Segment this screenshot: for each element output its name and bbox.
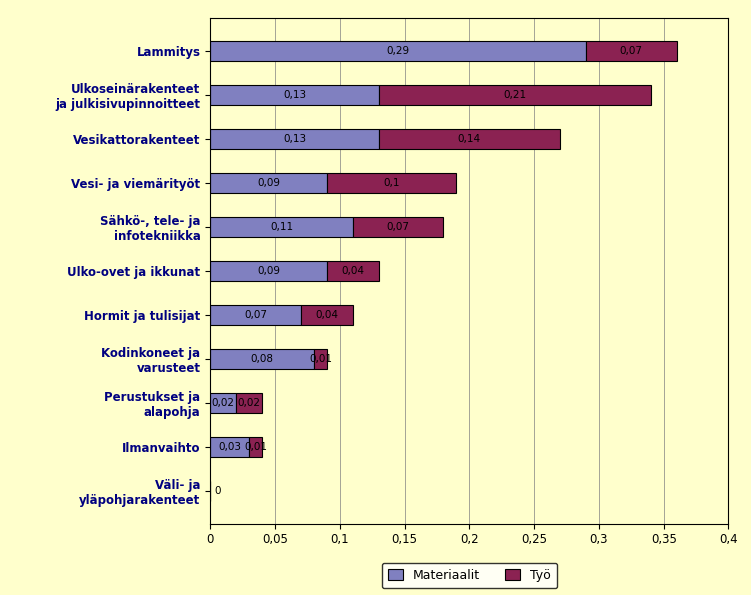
Bar bbox=[210, 305, 301, 325]
Bar bbox=[353, 217, 443, 237]
Bar bbox=[210, 393, 237, 412]
Bar bbox=[249, 437, 262, 456]
Bar bbox=[210, 349, 314, 369]
Text: 0,13: 0,13 bbox=[283, 134, 306, 144]
Bar bbox=[210, 217, 353, 237]
Text: 0,1: 0,1 bbox=[384, 178, 400, 188]
Bar bbox=[210, 129, 379, 149]
Bar bbox=[210, 437, 249, 456]
Text: 0,07: 0,07 bbox=[244, 310, 267, 320]
Bar bbox=[379, 85, 651, 105]
Text: 0,14: 0,14 bbox=[458, 134, 481, 144]
Text: 0,02: 0,02 bbox=[237, 397, 261, 408]
Bar bbox=[586, 41, 677, 61]
Bar bbox=[237, 393, 262, 412]
Bar bbox=[210, 41, 586, 61]
Text: 0,08: 0,08 bbox=[251, 353, 273, 364]
Text: 0,21: 0,21 bbox=[503, 90, 526, 100]
Text: 0: 0 bbox=[214, 486, 221, 496]
Bar bbox=[210, 261, 327, 281]
Text: 0,13: 0,13 bbox=[283, 90, 306, 100]
Bar bbox=[379, 129, 560, 149]
Text: 0,11: 0,11 bbox=[270, 222, 293, 231]
Bar bbox=[210, 173, 327, 193]
Bar bbox=[301, 305, 353, 325]
Bar bbox=[327, 261, 379, 281]
Text: 0,07: 0,07 bbox=[387, 222, 409, 231]
Text: 0,01: 0,01 bbox=[244, 441, 267, 452]
Text: 0,07: 0,07 bbox=[620, 46, 643, 56]
Bar bbox=[327, 173, 457, 193]
Text: 0,01: 0,01 bbox=[309, 353, 332, 364]
Text: 0,03: 0,03 bbox=[219, 441, 241, 452]
Text: 0,09: 0,09 bbox=[257, 266, 280, 275]
Bar bbox=[210, 85, 379, 105]
Text: 0,04: 0,04 bbox=[315, 310, 339, 320]
Text: 0,02: 0,02 bbox=[212, 397, 235, 408]
Text: 0,29: 0,29 bbox=[387, 46, 410, 56]
Text: 0,09: 0,09 bbox=[257, 178, 280, 188]
Legend: Materiaalit, Työ: Materiaalit, Työ bbox=[382, 563, 557, 588]
Text: 0,04: 0,04 bbox=[341, 266, 364, 275]
Bar bbox=[314, 349, 327, 369]
